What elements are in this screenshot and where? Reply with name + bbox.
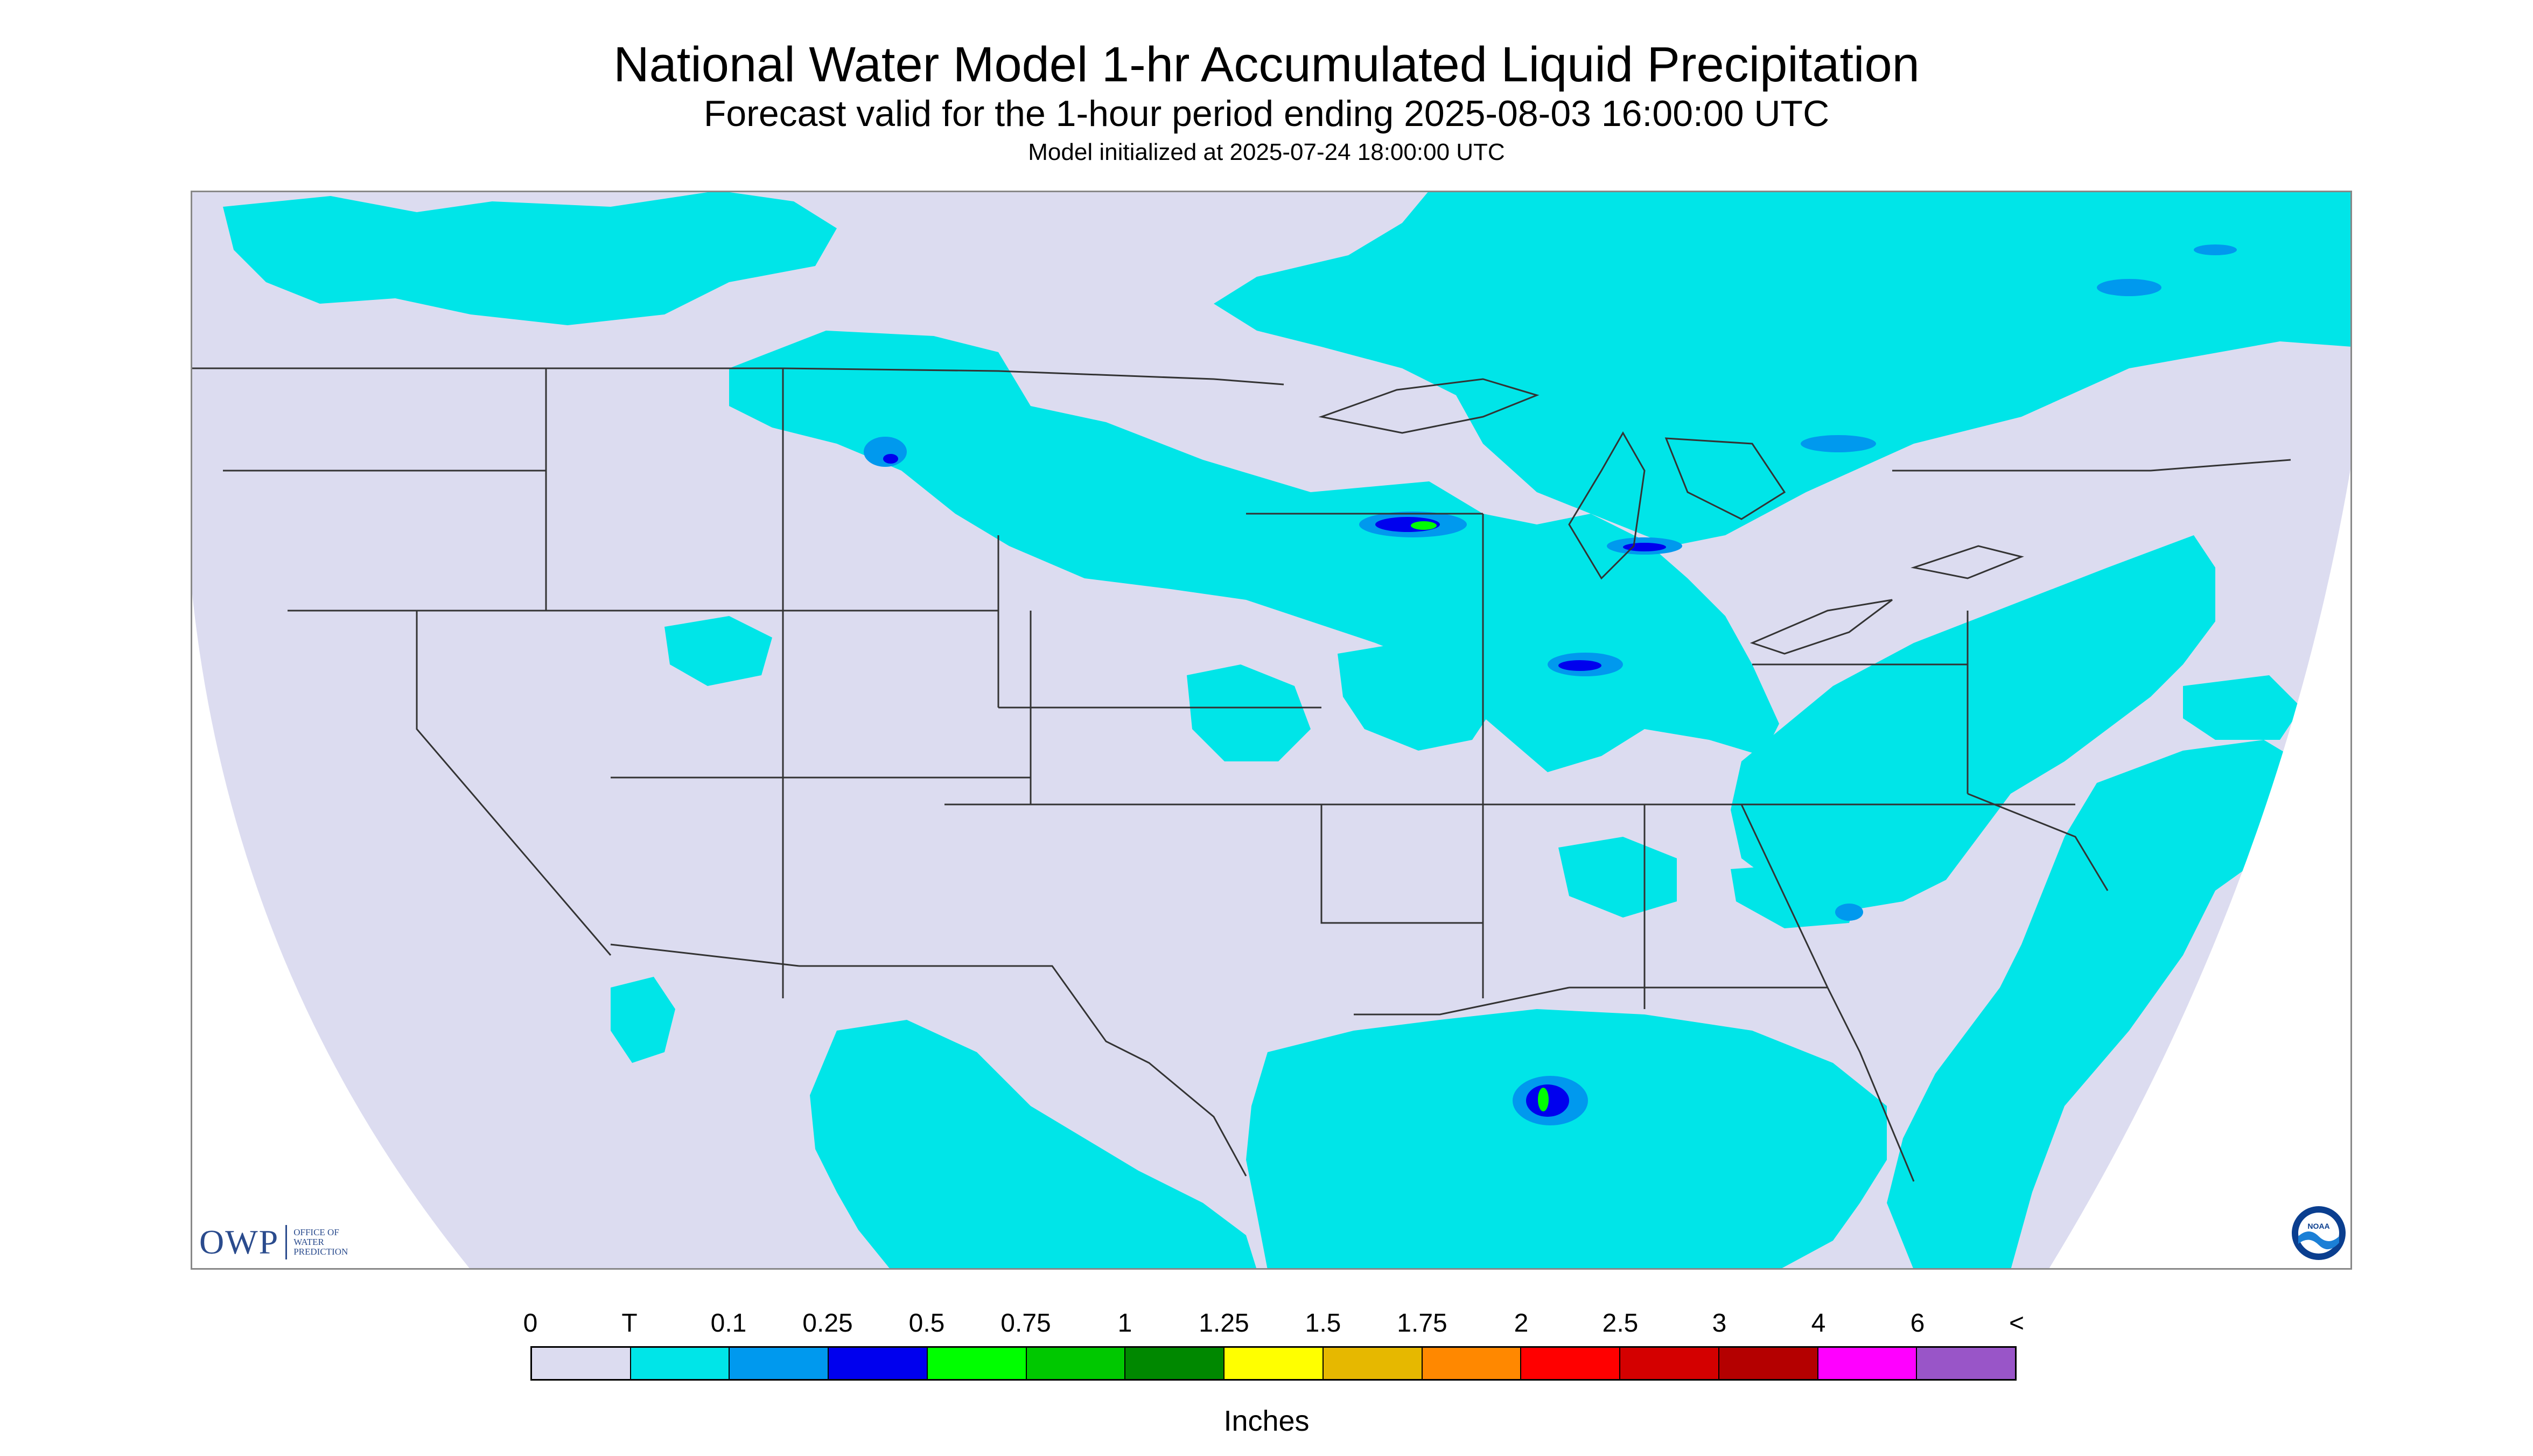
legend-ticks: 0 T 0.1 0.25 0.5 0.75 1 1.25 1.5 1.75 2 2.5 3 4 6 < — [523, 1308, 2024, 1346]
owp-text: OFFICE OF WATER PREDICTION — [293, 1228, 374, 1257]
legend-swatch — [1620, 1348, 1719, 1379]
legend-tick-label: 1.75 — [1397, 1309, 1447, 1338]
noaa-text: NOAA — [2307, 1222, 2329, 1230]
legend-units: Inches — [1223, 1405, 1310, 1437]
boundary-lines — [191, 367, 2291, 1182]
legend-swatch — [1917, 1348, 2016, 1379]
legend-tick-label: 3 — [1712, 1309, 1727, 1338]
legend-tick-label: 1 — [1117, 1309, 1132, 1338]
legend-tick-label: 2.5 — [1602, 1309, 1639, 1338]
legend-tick-label: 6 — [1910, 1309, 1925, 1338]
map-title: National Water Model 1-hr Accumulated Li… — [613, 37, 1920, 92]
legend-swatch — [1026, 1348, 1126, 1379]
legend-tick-label: 0 — [523, 1309, 538, 1338]
legend-swatch — [1818, 1348, 1918, 1379]
heavier-precip-cores — [864, 244, 2237, 1125]
legend-tick-label: 1.25 — [1199, 1309, 1249, 1338]
model-init-text: Model initialized at 2025-07-24 18:00:00… — [1028, 139, 1505, 165]
legend-swatch — [1521, 1348, 1621, 1379]
legend-swatch — [829, 1348, 928, 1379]
legend-swatch — [1224, 1348, 1324, 1379]
legend-swatch — [927, 1348, 1027, 1379]
legend-tick-label: T — [621, 1309, 638, 1338]
legend-swatch — [1422, 1348, 1522, 1379]
legend-swatch — [1323, 1348, 1423, 1379]
color-legend: 0 T 0.1 0.25 0.5 0.75 1 1.25 1.5 1.75 2 2.5 3 4 6 < — [523, 1308, 2024, 1381]
trace-precip-areas — [223, 191, 2352, 1270]
precipitation-map — [191, 191, 2352, 1270]
noaa-logo: NOAA — [2291, 1205, 2347, 1261]
legend-swatch — [1125, 1348, 1225, 1379]
owp-line: OFFICE OF — [293, 1227, 339, 1237]
owp-logo: OWP OFFICE OF WATER PREDICTION — [199, 1222, 374, 1262]
map-subtitle: Forecast valid for the 1-hour period end… — [703, 93, 1830, 134]
legend-swatch — [631, 1348, 730, 1379]
owp-mark: OWP — [199, 1223, 279, 1261]
legend-tick-label: 2 — [1514, 1309, 1529, 1338]
legend-swatch — [532, 1348, 631, 1379]
legend-swatch — [1719, 1348, 1818, 1379]
legend-tick-label: 0.75 — [1000, 1309, 1051, 1338]
great-lakes — [1318, 378, 2024, 655]
legend-tick-label: 4 — [1811, 1309, 1826, 1338]
owp-line: PREDICTION — [293, 1247, 348, 1257]
owp-divider — [285, 1225, 288, 1259]
legend-bar — [530, 1346, 2017, 1381]
legend-tick-label: 0.5 — [908, 1309, 945, 1338]
legend-tick-label: 1.5 — [1305, 1309, 1341, 1338]
legend-tick-label: < — [2009, 1309, 2025, 1338]
outside-domain — [191, 460, 2352, 1270]
legend-tick-label: 0.25 — [802, 1309, 853, 1338]
owp-line: WATER — [293, 1237, 324, 1247]
map-frame — [191, 191, 2352, 1270]
legend-tick-label: 0.1 — [710, 1309, 747, 1338]
legend-swatch — [730, 1348, 829, 1379]
